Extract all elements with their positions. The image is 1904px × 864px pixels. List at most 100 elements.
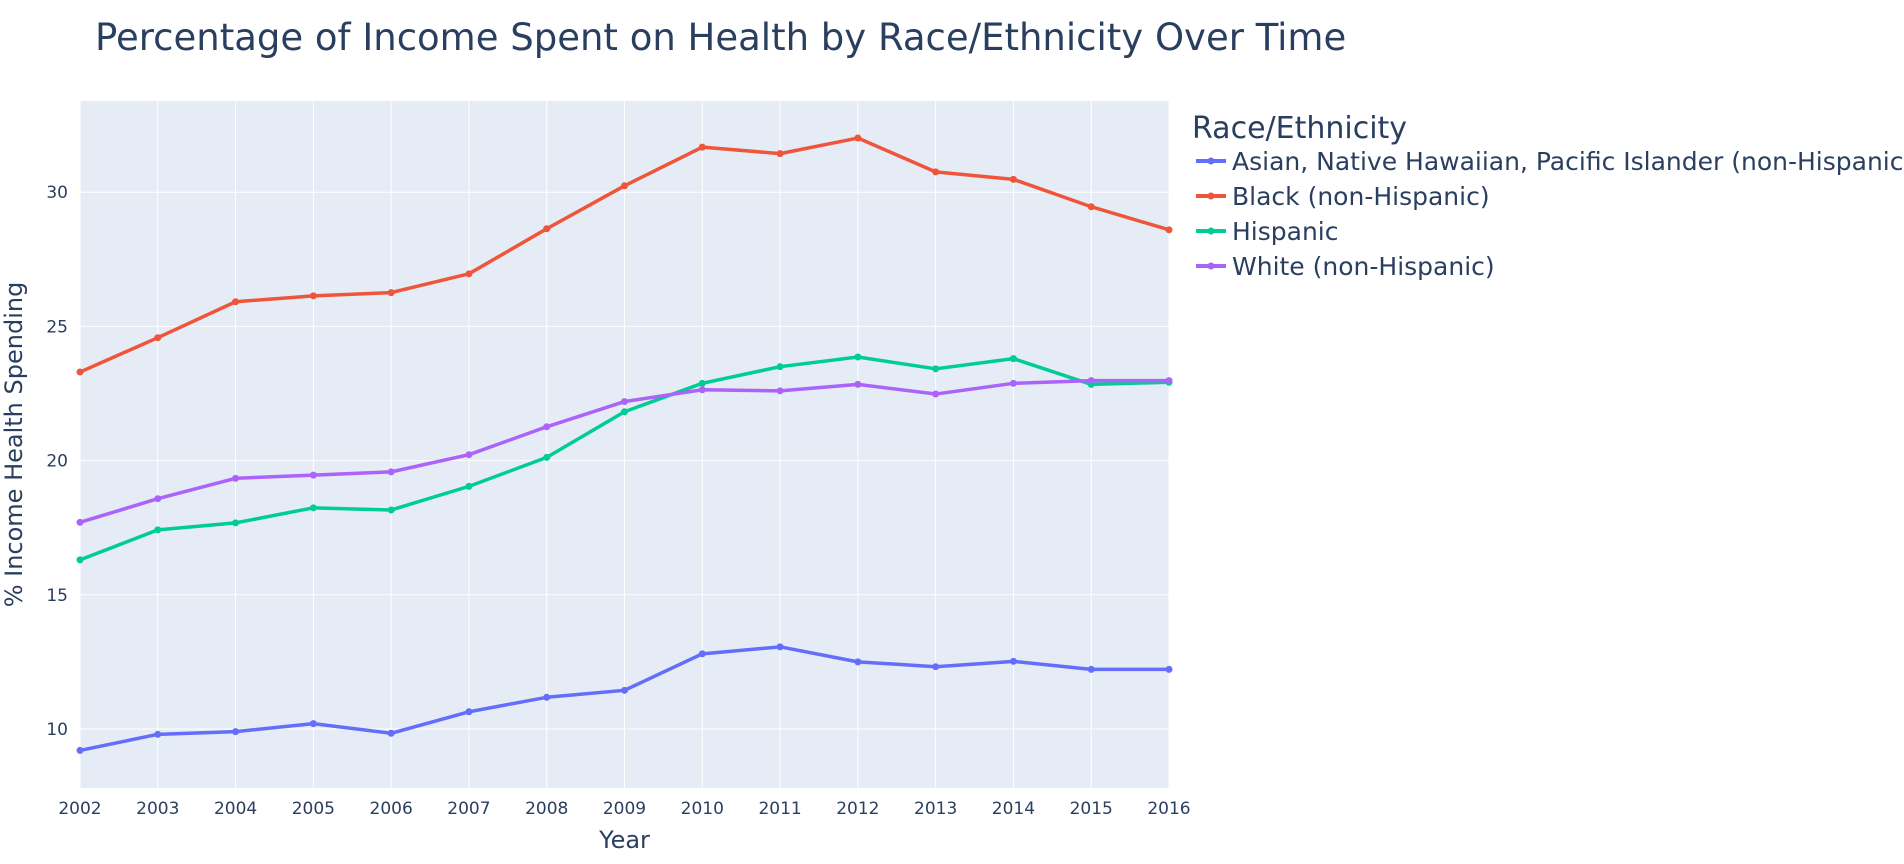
x-tick-label: 2014 [992, 799, 1035, 819]
x-tick-label: 2009 [603, 799, 646, 819]
data-point[interactable] [1009, 355, 1017, 363]
x-tick-label: 2007 [447, 799, 490, 819]
data-point[interactable] [698, 143, 706, 151]
data-point[interactable] [1087, 203, 1095, 211]
data-point[interactable] [465, 451, 473, 459]
data-point[interactable] [387, 506, 395, 514]
legend-label: Asian, Native Hawaiian, Pacific Islander… [1232, 147, 1904, 176]
data-point[interactable] [76, 556, 84, 564]
data-point[interactable] [1165, 377, 1173, 385]
legend-item[interactable]: Hispanic [1196, 217, 1339, 246]
data-point[interactable] [776, 363, 784, 371]
legend-item[interactable]: Black (non-Hispanic) [1196, 182, 1490, 211]
y-axis-ticks: 10 15 20 25 30 [46, 183, 68, 740]
data-point[interactable] [465, 482, 473, 490]
data-point[interactable] [932, 365, 940, 373]
data-point[interactable] [387, 468, 395, 476]
data-point[interactable] [309, 292, 317, 300]
legend-item[interactable]: White (non-Hispanic) [1196, 252, 1495, 281]
x-axis-ticks: 2002 2003 2004 2005 2006 2007 2008 2009 2010 2011… [58, 799, 1190, 819]
y-tick-label: 25 [46, 317, 68, 337]
x-tick-label: 2010 [681, 799, 724, 819]
legend-item[interactable]: Asian, Native Hawaiian, Pacific Islander… [1196, 147, 1904, 176]
data-point[interactable] [154, 526, 162, 534]
x-tick-label: 2008 [525, 799, 568, 819]
y-axis-title: % Income Health Spending [0, 282, 28, 608]
chart-title: Percentage of Income Spent on Health by … [95, 16, 1346, 59]
y-tick-label: 15 [46, 586, 68, 606]
x-tick-label: 2004 [214, 799, 257, 819]
legend-items[interactable]: Asian, Native Hawaiian, Pacific Islander… [1196, 147, 1904, 281]
data-point[interactable] [232, 298, 240, 306]
x-tick-label: 2003 [136, 799, 179, 819]
data-point[interactable] [932, 663, 940, 671]
data-point[interactable] [309, 504, 317, 512]
data-point[interactable] [154, 334, 162, 342]
data-point[interactable] [232, 728, 240, 736]
data-point[interactable] [776, 387, 784, 395]
legend-marker [1207, 157, 1215, 165]
data-point[interactable] [1087, 665, 1095, 673]
data-point[interactable] [1165, 665, 1173, 673]
series-group[interactable] [76, 353, 1173, 564]
legend-label: White (non-Hispanic) [1232, 252, 1495, 281]
data-point[interactable] [543, 453, 551, 461]
data-point[interactable] [76, 518, 84, 526]
data-point[interactable] [854, 353, 862, 361]
data-point[interactable] [621, 686, 628, 694]
data-point[interactable] [465, 270, 473, 278]
legend[interactable]: Race/Ethnicity Asian, Native Hawaiian, P… [1192, 111, 1904, 281]
data-point[interactable] [1165, 226, 1173, 234]
y-tick-label: 30 [46, 183, 68, 203]
x-tick-label: 2005 [292, 799, 335, 819]
data-point[interactable] [387, 289, 395, 297]
data-point[interactable] [76, 368, 84, 376]
y-tick-label: 10 [46, 720, 68, 740]
data-point[interactable] [621, 408, 628, 416]
data-point[interactable] [621, 398, 628, 406]
data-point[interactable] [854, 134, 862, 142]
data-point[interactable] [154, 730, 162, 738]
x-tick-label: 2006 [370, 799, 413, 819]
data-point[interactable] [1087, 377, 1095, 385]
series-group[interactable] [76, 377, 1173, 526]
series-group[interactable] [76, 134, 1173, 376]
x-tick-label: 2012 [836, 799, 879, 819]
data-point[interactable] [854, 658, 862, 666]
legend-label: Black (non-Hispanic) [1232, 182, 1490, 211]
data-point[interactable] [543, 693, 551, 701]
x-tick-label: 2002 [58, 799, 101, 819]
x-tick-label: 2015 [1070, 799, 1113, 819]
data-point[interactable] [932, 168, 940, 176]
data-point[interactable] [309, 720, 317, 728]
data-point[interactable] [387, 729, 395, 737]
data-point[interactable] [76, 746, 84, 754]
gridlines [79, 101, 1170, 788]
legend-marker [1207, 227, 1215, 235]
data-point[interactable] [1009, 379, 1017, 387]
data-point[interactable] [854, 380, 862, 388]
data-point[interactable] [543, 423, 551, 431]
x-tick-label: 2011 [758, 799, 801, 819]
data-point[interactable] [232, 474, 240, 482]
data-point[interactable] [932, 390, 940, 398]
data-point[interactable] [698, 379, 706, 387]
data-point[interactable] [309, 471, 317, 479]
data-point[interactable] [465, 708, 473, 716]
legend-marker [1207, 262, 1215, 270]
series-group[interactable] [76, 643, 1173, 754]
data-point[interactable] [776, 643, 784, 651]
data-point[interactable] [621, 182, 628, 190]
data-point[interactable] [154, 495, 162, 503]
data-point[interactable] [1009, 175, 1017, 183]
y-tick-label: 20 [46, 452, 68, 472]
data-point[interactable] [543, 225, 551, 233]
data-point[interactable] [1009, 657, 1017, 665]
x-axis-title: Year [598, 826, 650, 854]
data-point[interactable] [698, 386, 706, 394]
data-point[interactable] [232, 519, 240, 527]
data-point[interactable] [698, 650, 706, 658]
x-tick-label: 2013 [914, 799, 957, 819]
data-point[interactable] [776, 150, 784, 158]
